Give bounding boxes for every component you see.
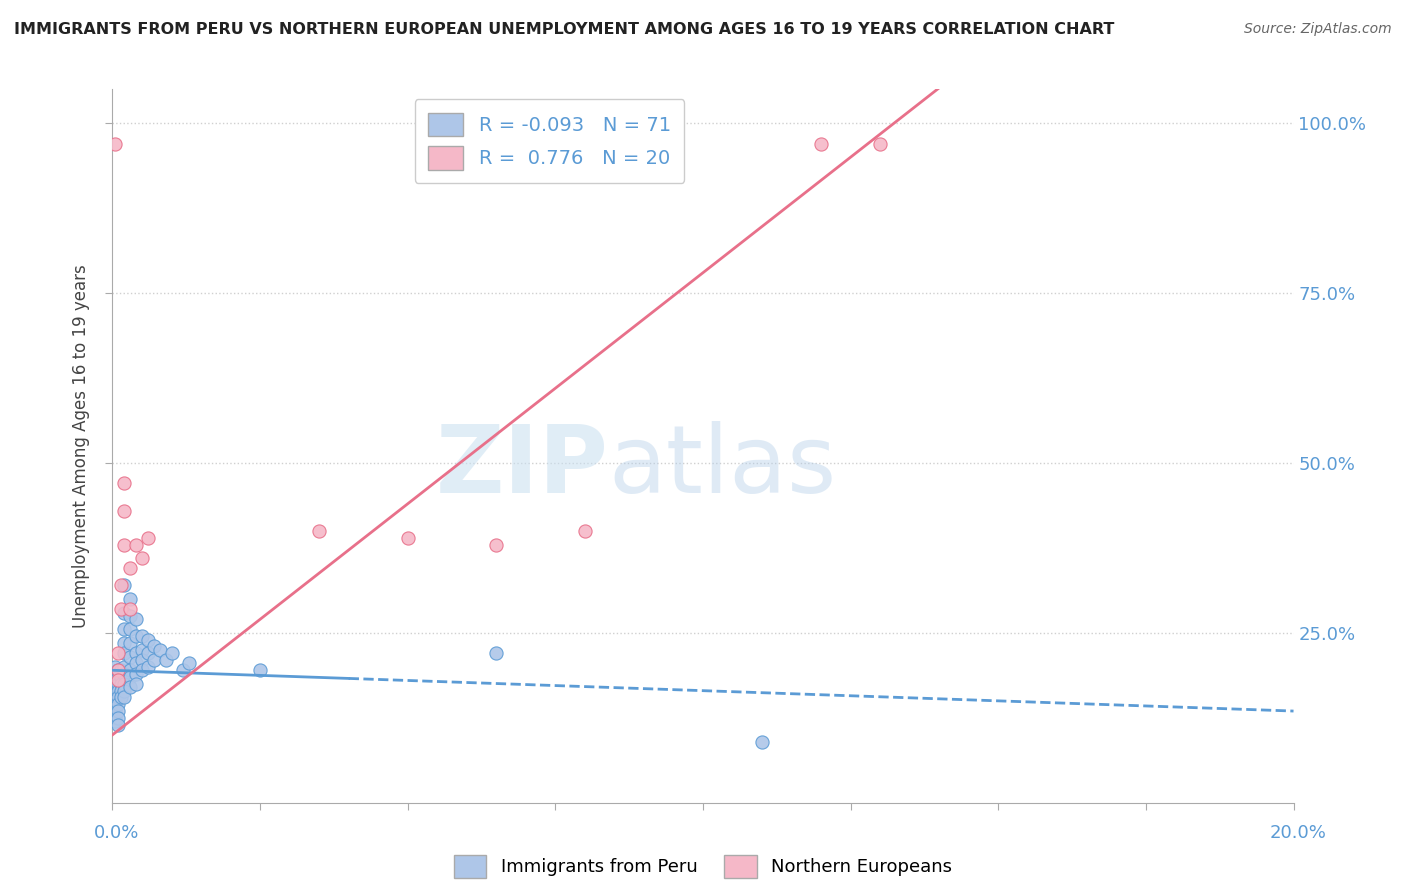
Point — [155, 653, 177, 667]
Point — [125, 677, 148, 691]
Point — [396, 531, 419, 545]
Point — [104, 666, 127, 681]
Text: Source: ZipAtlas.com: Source: ZipAtlas.com — [1244, 22, 1392, 37]
Point — [120, 623, 142, 637]
Point — [160, 646, 183, 660]
Point — [120, 608, 142, 623]
Point — [112, 503, 135, 517]
Point — [751, 734, 773, 748]
Point — [179, 657, 201, 671]
Point — [120, 680, 142, 694]
Point — [131, 653, 153, 667]
Text: ZIP: ZIP — [436, 421, 609, 514]
Point — [110, 578, 132, 592]
Text: 0.0%: 0.0% — [94, 824, 139, 842]
Point — [104, 670, 127, 684]
Point — [104, 694, 127, 708]
Text: 20.0%: 20.0% — [1270, 824, 1326, 842]
Point — [107, 663, 129, 677]
Point — [485, 646, 508, 660]
Point — [131, 643, 153, 657]
Point — [136, 531, 159, 545]
Point — [107, 646, 129, 660]
Point — [112, 578, 135, 592]
Point — [110, 663, 132, 677]
Point — [110, 677, 132, 691]
Point — [110, 602, 132, 616]
Point — [112, 683, 135, 698]
Point — [104, 687, 127, 701]
Point — [120, 636, 142, 650]
Y-axis label: Unemployment Among Ages 16 to 19 years: Unemployment Among Ages 16 to 19 years — [72, 264, 90, 628]
Point — [107, 663, 129, 677]
Point — [104, 700, 127, 714]
Point — [142, 640, 165, 654]
Point — [104, 660, 127, 674]
Point — [104, 136, 127, 151]
Point — [107, 673, 129, 688]
Point — [485, 537, 508, 551]
Point — [120, 602, 142, 616]
Point — [104, 680, 127, 694]
Point — [107, 683, 129, 698]
Point — [112, 690, 135, 705]
Point — [136, 660, 159, 674]
Point — [308, 524, 330, 538]
Point — [110, 670, 132, 684]
Point — [112, 646, 135, 660]
Point — [112, 636, 135, 650]
Point — [125, 657, 148, 671]
Point — [104, 673, 127, 688]
Text: atlas: atlas — [609, 421, 837, 514]
Point — [131, 629, 153, 643]
Point — [120, 561, 142, 575]
Point — [104, 707, 127, 722]
Point — [104, 714, 127, 729]
Point — [172, 663, 194, 677]
Point — [149, 643, 172, 657]
Point — [142, 653, 165, 667]
Point — [125, 629, 148, 643]
Point — [120, 649, 142, 664]
Point — [104, 677, 127, 691]
Text: IMMIGRANTS FROM PERU VS NORTHERN EUROPEAN UNEMPLOYMENT AMONG AGES 16 TO 19 YEARS: IMMIGRANTS FROM PERU VS NORTHERN EUROPEA… — [14, 22, 1115, 37]
Point — [112, 606, 135, 620]
Point — [104, 690, 127, 705]
Point — [104, 711, 127, 725]
Point — [107, 690, 129, 705]
Point — [104, 683, 127, 698]
Point — [125, 646, 148, 660]
Point — [107, 711, 129, 725]
Point — [125, 612, 148, 626]
Point — [112, 537, 135, 551]
Point — [131, 663, 153, 677]
Point — [869, 136, 891, 151]
Point — [136, 646, 159, 660]
Point — [131, 551, 153, 566]
Point — [249, 663, 271, 677]
Point — [112, 660, 135, 674]
Point — [112, 476, 135, 491]
Point — [107, 717, 129, 731]
Legend: Immigrants from Peru, Northern Europeans: Immigrants from Peru, Northern Europeans — [444, 847, 962, 887]
Point — [104, 698, 127, 712]
Point — [112, 677, 135, 691]
Point — [112, 666, 135, 681]
Point — [574, 524, 596, 538]
Point — [107, 704, 129, 718]
Point — [120, 663, 142, 677]
Point — [120, 591, 142, 606]
Point — [104, 704, 127, 718]
Point — [120, 670, 142, 684]
Point — [110, 683, 132, 698]
Point — [107, 677, 129, 691]
Point — [107, 698, 129, 712]
Point — [110, 690, 132, 705]
Point — [125, 666, 148, 681]
Point — [810, 136, 832, 151]
Point — [125, 537, 148, 551]
Point — [107, 670, 129, 684]
Point — [136, 632, 159, 647]
Point — [112, 623, 135, 637]
